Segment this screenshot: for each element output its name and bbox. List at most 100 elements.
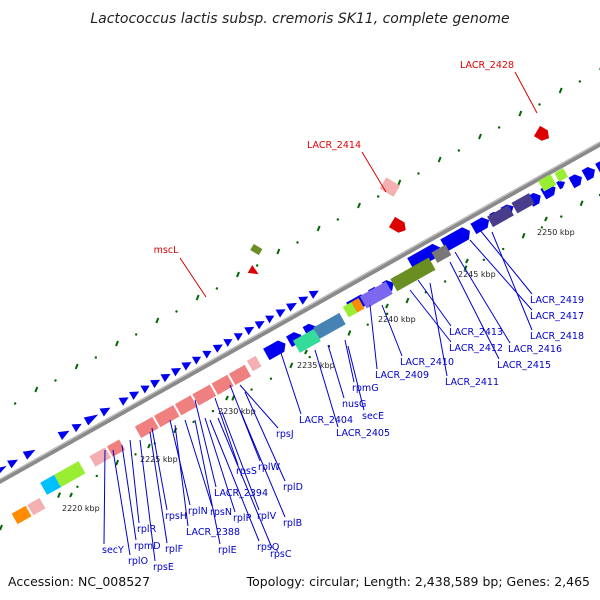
gene-block xyxy=(351,298,365,313)
inner-gene-label: rplE xyxy=(218,545,237,556)
inner-label-leader xyxy=(121,444,137,541)
inner-gene-label: rplB xyxy=(283,518,302,529)
outer-label-leader xyxy=(179,257,207,298)
gene-arrow xyxy=(160,373,171,383)
inner-gene-label: rplP xyxy=(233,513,252,524)
outer-ring-dot xyxy=(538,103,541,106)
inner-label-leader xyxy=(204,417,236,513)
inner-ring-dash xyxy=(463,265,468,272)
inner-label-leader xyxy=(221,411,260,511)
gene-arrow xyxy=(298,296,309,305)
inner-ring-dot xyxy=(192,420,195,424)
outer-label-leader xyxy=(514,71,538,114)
inner-gene-label: rpsQ xyxy=(257,542,279,553)
inner-label-leader xyxy=(449,261,500,360)
tick-label: 2220 kbp xyxy=(62,504,100,513)
outer-ring-dot xyxy=(417,172,420,175)
inner-gene-label: LACR_2419 xyxy=(530,295,584,306)
inner-ring-dash xyxy=(521,232,526,239)
inner-label-leader xyxy=(491,231,533,331)
gene-arrow xyxy=(440,227,470,252)
inner-label-leader xyxy=(129,439,140,524)
outer-ring-dot xyxy=(94,356,98,359)
outer-ring-dot xyxy=(376,195,380,198)
inner-ring-dot xyxy=(540,226,544,229)
tick-label: 2250 kbp xyxy=(537,228,575,237)
inner-gene-label: nusG xyxy=(342,399,366,410)
inner-gene-label: LACR_2416 xyxy=(508,344,562,355)
inner-label-leader xyxy=(327,344,345,399)
inner-ring-dash xyxy=(115,459,120,466)
gene-arrow xyxy=(233,333,243,342)
tick-mark xyxy=(225,395,229,401)
inner-label-leader xyxy=(217,417,273,549)
inner-gene-label: LACR_2413 xyxy=(449,327,503,338)
gene-block xyxy=(487,204,514,228)
outer-ring-dash xyxy=(316,225,321,232)
label-leader-lines xyxy=(103,71,538,562)
inner-gene-label: rpsN xyxy=(210,507,232,518)
gene-block xyxy=(174,395,197,416)
outer-ring-dot xyxy=(175,310,178,313)
outer-ring-dash xyxy=(357,202,361,209)
inner-gene-label: rplD xyxy=(283,482,303,493)
inner-gene-label: rplN xyxy=(188,506,208,517)
gene-arrow xyxy=(7,459,18,469)
inner-gene-label: LACR_2410 xyxy=(400,357,454,368)
gene-arrow xyxy=(71,423,82,433)
gene-block xyxy=(89,447,112,467)
inner-label-leader xyxy=(149,431,168,544)
gene-block xyxy=(27,497,46,516)
inner-label-leader xyxy=(279,349,302,415)
gene-block xyxy=(134,416,159,438)
inner-gene-label: rpsJ xyxy=(276,429,294,440)
inner-gene-label: rplO xyxy=(128,556,148,567)
gene-arrow xyxy=(150,379,161,389)
inner-gene-label: LACR_2394 xyxy=(214,488,268,499)
tick-label: 2225 kbp xyxy=(140,455,178,464)
inner-label-leader xyxy=(344,339,355,383)
inner-label-leader xyxy=(429,282,448,377)
outer-gene-feature xyxy=(250,243,263,256)
inner-gene-label: LACR_2405 xyxy=(336,428,390,439)
inner-gene-label: LACR_2388 xyxy=(186,527,240,538)
outer-gene-label: LACR_2414 xyxy=(307,140,361,151)
inner-label-leader xyxy=(381,304,403,357)
outer-ring-dot xyxy=(296,241,299,244)
accession-text: Accession: NC_008527 xyxy=(8,574,150,589)
inner-label-leader xyxy=(194,399,217,488)
inner-ring-dash xyxy=(0,524,3,531)
gene-block xyxy=(292,328,321,353)
gene-labels: LACR_2428 LACR_2414 mscL LACR_2419 LACR_2417… xyxy=(102,60,584,573)
outer-ring-dash xyxy=(155,317,160,324)
gene-block xyxy=(538,174,557,192)
tick-mark xyxy=(304,349,308,355)
gene-arrow xyxy=(181,362,192,371)
inner-ring-dot xyxy=(269,377,273,380)
inner-gene-label: rplV xyxy=(257,511,277,522)
outer-ring-dash xyxy=(478,133,482,140)
outer-ring-dash xyxy=(558,87,563,94)
inner-gene-label: secY xyxy=(102,545,124,556)
gene-arrow xyxy=(57,430,70,441)
outer-ring-dot xyxy=(497,126,501,129)
inner-ring-dash xyxy=(57,492,61,498)
gene-arrow xyxy=(99,407,111,417)
outer-label-leader xyxy=(361,151,387,193)
inner-label-leader xyxy=(479,229,533,295)
inner-ring-dot xyxy=(95,474,98,478)
gene-block xyxy=(511,193,535,214)
map-title: Lactococcus lactis subsp. cremoris SK11,… xyxy=(90,11,509,27)
genome-backbone-highlight xyxy=(0,141,600,480)
outer-gene-label: LACR_2428 xyxy=(460,60,514,71)
inner-gene-label: rplF xyxy=(165,544,183,555)
tick-mark xyxy=(385,303,389,309)
gene-block xyxy=(40,474,61,495)
outer-ring-dot xyxy=(336,218,340,221)
inner-label-leader xyxy=(214,397,239,466)
gene-arrow xyxy=(407,243,441,271)
gene-block xyxy=(390,257,436,292)
inner-label-leader xyxy=(194,419,221,545)
gene-arrow xyxy=(556,180,566,190)
genome-summary-text: Topology: circular; Length: 2,438,589 bp… xyxy=(246,574,590,589)
